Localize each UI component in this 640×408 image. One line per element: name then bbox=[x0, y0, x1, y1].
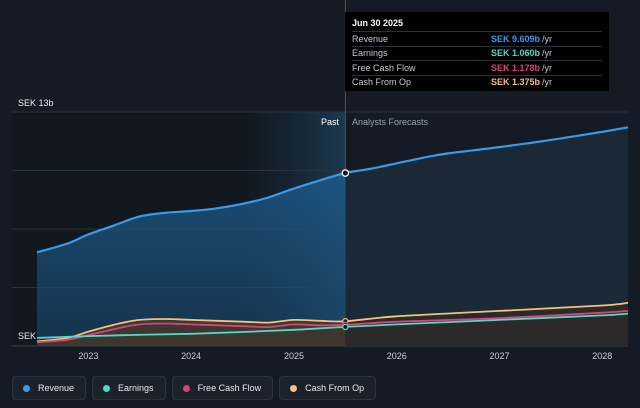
tooltip: Jun 30 2025 Revenue SEK 9.609b /yr Earni… bbox=[345, 12, 609, 91]
tooltip-label: Free Cash Flow bbox=[352, 62, 416, 73]
tooltip-date: Jun 30 2025 bbox=[352, 18, 404, 28]
legend: Revenue Earnings Free Cash Flow Cash Fro… bbox=[12, 376, 377, 400]
tooltip-label: Revenue bbox=[352, 33, 389, 44]
earnings-dot-icon bbox=[103, 384, 111, 392]
tooltip-label: Cash From Op bbox=[352, 77, 412, 88]
cash-from-op-forecast-area bbox=[345, 302, 628, 346]
earnings-marker bbox=[342, 323, 349, 331]
tooltip-value: SEK 1.375b bbox=[491, 77, 541, 88]
revenue-forecast-area bbox=[345, 127, 628, 346]
past-label: Past bbox=[321, 117, 340, 127]
legend-item-revenue[interactable]: Revenue bbox=[12, 376, 87, 400]
tooltip-value: SEK 1.060b bbox=[491, 48, 541, 59]
tooltip-unit: /yr bbox=[542, 77, 553, 88]
tooltip-label: Earnings bbox=[352, 48, 388, 59]
tooltip-row-cash-from-op: Cash From Op SEK 1.375b /yr bbox=[352, 74, 602, 90]
tooltip-unit: /yr bbox=[542, 48, 553, 59]
tooltip-value: SEK 9.609b bbox=[491, 33, 541, 44]
x-tick-label: 2028 bbox=[592, 351, 612, 361]
tooltip-row-free-cash-flow: Free Cash Flow SEK 1.178b /yr bbox=[352, 60, 602, 75]
tooltip-unit: /yr bbox=[542, 62, 553, 73]
free-cash-flow-line bbox=[36, 310, 629, 344]
forecast-label: Analysts Forecasts bbox=[352, 117, 429, 127]
legend-label: Cash From Op bbox=[305, 383, 365, 393]
free-cash-flow-dot-icon bbox=[182, 384, 190, 392]
cash-from-op-line bbox=[36, 301, 629, 343]
x-tick-label: 2026 bbox=[387, 351, 407, 361]
x-tick-label: 2025 bbox=[284, 351, 304, 361]
legend-item-free-cash-flow[interactable]: Free Cash Flow bbox=[171, 376, 274, 400]
tooltip-row-revenue: Revenue SEK 9.609b /yr bbox=[352, 31, 602, 46]
x-tick-label: 2023 bbox=[78, 351, 98, 361]
y-axis-bottom-label: SEK bbox=[18, 331, 36, 341]
legend-item-earnings[interactable]: Earnings bbox=[92, 376, 166, 400]
legend-item-cash-from-op[interactable]: Cash From Op bbox=[279, 376, 377, 400]
revenue-marker bbox=[341, 169, 350, 177]
tooltip-row-earnings: Earnings SEK 1.060b /yr bbox=[352, 45, 602, 61]
revenue-past-area bbox=[37, 173, 346, 346]
revenue-dot-icon bbox=[23, 384, 30, 392]
legend-label: Earnings bbox=[118, 383, 154, 393]
chart: SEK 13b SEK Past Analysts Forecasts 2023… bbox=[12, 0, 629, 361]
legend-label: Revenue bbox=[38, 383, 75, 393]
x-tick-label: 2027 bbox=[490, 351, 510, 361]
legend-label: Free Cash Flow bbox=[197, 383, 262, 393]
earnings-line bbox=[36, 312, 629, 339]
y-axis-top-label: SEK 13b bbox=[18, 98, 54, 108]
revenue-line bbox=[36, 126, 629, 254]
cash-from-op-past-area bbox=[37, 319, 346, 346]
cash-from-op-dot-icon bbox=[290, 384, 298, 392]
tooltip-unit: /yr bbox=[542, 33, 553, 44]
x-tick-label: 2024 bbox=[181, 351, 201, 361]
tooltip-value: SEK 1.178b bbox=[491, 62, 541, 73]
